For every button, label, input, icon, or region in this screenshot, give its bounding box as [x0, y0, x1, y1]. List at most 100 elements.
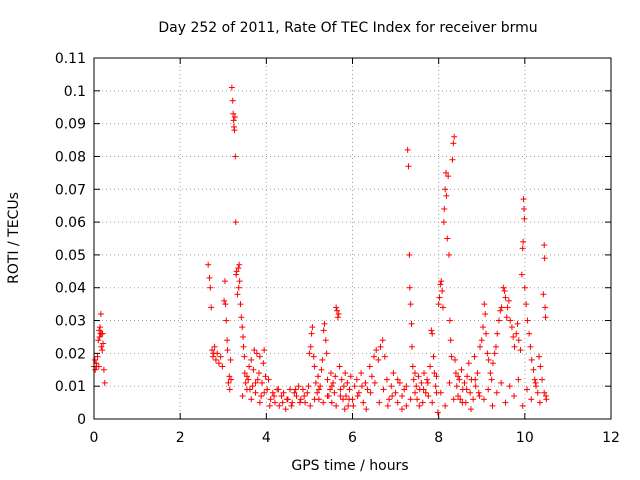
data-point	[354, 393, 361, 400]
data-point	[530, 366, 537, 373]
y-tick-label: 0.06	[55, 215, 86, 231]
data-point	[384, 402, 391, 409]
y-tick-label: 0.01	[55, 379, 86, 395]
data-point	[394, 399, 401, 406]
data-point	[334, 314, 341, 321]
data-point	[508, 324, 515, 331]
data-point	[351, 383, 358, 390]
data-point	[234, 291, 241, 298]
data-point	[280, 389, 287, 396]
y-tick-label: 0.09	[55, 117, 86, 133]
data-point	[229, 97, 236, 104]
data-point	[434, 409, 441, 416]
data-point	[343, 393, 350, 400]
data-point	[411, 370, 418, 377]
data-point	[99, 347, 106, 354]
data-point	[373, 347, 380, 354]
data-point	[470, 396, 477, 403]
data-point	[335, 310, 342, 317]
data-point	[311, 396, 318, 403]
data-point	[215, 360, 222, 367]
data-point	[308, 330, 315, 337]
data-point	[318, 366, 325, 373]
data-point	[296, 399, 303, 406]
data-point	[209, 353, 216, 360]
data-point	[427, 363, 434, 370]
data-point	[299, 386, 306, 393]
data-point	[256, 399, 263, 406]
data-point	[240, 343, 247, 350]
data-point	[301, 393, 308, 400]
y-axis-title: ROTI / TECUs	[6, 192, 22, 284]
data-point	[97, 324, 104, 331]
data-point	[307, 343, 314, 350]
data-point	[383, 376, 390, 383]
data-point	[543, 396, 550, 403]
data-point	[488, 376, 495, 383]
data-point	[256, 353, 263, 360]
data-point	[531, 376, 538, 383]
data-point	[289, 399, 296, 406]
data-point	[536, 353, 543, 360]
data-point	[431, 370, 438, 377]
data-point	[401, 386, 408, 393]
x-tick-label: 2	[176, 430, 185, 446]
x-tick-label: 6	[348, 430, 357, 446]
data-point	[501, 288, 508, 295]
data-point	[510, 333, 517, 340]
data-point	[442, 186, 449, 193]
data-point	[453, 383, 460, 390]
x-tick-label: 0	[90, 430, 99, 446]
data-point	[520, 205, 527, 212]
y-tick-label: 0.05	[55, 248, 86, 264]
data-point	[480, 324, 487, 331]
data-point	[206, 274, 213, 281]
data-point	[542, 304, 549, 311]
data-point	[534, 389, 541, 396]
data-point	[381, 353, 388, 360]
data-point	[237, 301, 244, 308]
data-point	[489, 360, 496, 367]
data-point	[310, 353, 317, 360]
data-point	[435, 301, 442, 308]
data-point	[226, 373, 233, 380]
data-point	[404, 146, 411, 153]
data-point	[421, 370, 428, 377]
data-point	[92, 366, 99, 373]
data-point	[231, 127, 238, 134]
data-point	[447, 337, 454, 344]
data-point	[436, 294, 443, 301]
data-point	[390, 370, 397, 377]
data-point	[271, 393, 278, 400]
data-point	[445, 173, 452, 180]
data-point	[432, 383, 439, 390]
data-point	[414, 396, 421, 403]
data-point	[437, 389, 444, 396]
data-point	[511, 393, 518, 400]
data-point	[265, 376, 272, 383]
data-point	[221, 278, 228, 285]
data-point	[324, 376, 331, 383]
grid-lines	[94, 58, 611, 419]
data-point	[407, 396, 414, 403]
data-point	[312, 379, 319, 386]
data-point	[205, 261, 212, 268]
data-point	[241, 370, 248, 377]
data-point	[472, 383, 479, 390]
data-point	[467, 389, 474, 396]
data-point	[233, 268, 240, 275]
data-point	[101, 379, 108, 386]
data-point	[327, 386, 334, 393]
data-point	[450, 396, 457, 403]
data-point	[95, 337, 102, 344]
data-point	[236, 278, 243, 285]
data-point	[315, 373, 322, 380]
data-point	[521, 215, 528, 222]
data-point	[446, 379, 453, 386]
data-point	[541, 389, 548, 396]
data-point	[252, 379, 259, 386]
data-point	[328, 399, 335, 406]
data-point	[236, 261, 243, 268]
data-point	[91, 356, 98, 363]
data-point	[328, 383, 335, 390]
